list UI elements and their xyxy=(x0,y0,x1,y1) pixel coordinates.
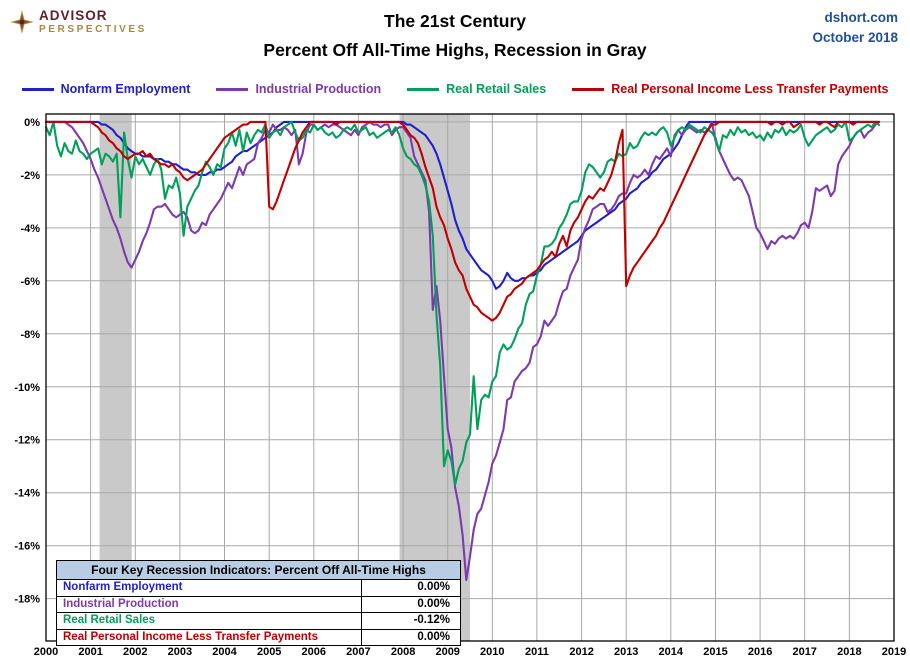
indicator-table-title: Four Key Recession Indicators: Percent O… xyxy=(56,559,461,581)
x-axis-tick-label: 2013 xyxy=(614,646,638,658)
source-attribution: dshort.com October 2018 xyxy=(812,8,898,49)
x-axis-tick-label: 2006 xyxy=(302,646,326,658)
table-value-real-retail-sales: -0.12% xyxy=(361,612,461,630)
logo-advisor-text: ADVISOR xyxy=(39,8,108,23)
x-axis-tick-label: 2005 xyxy=(257,646,281,658)
source-date: October 2018 xyxy=(812,30,898,46)
legend-swatch-real-personal-income xyxy=(572,87,605,91)
series-line-real-retail-sales xyxy=(44,120,881,486)
legend-swatch-nonfarm-employment xyxy=(21,87,54,91)
legend-item-real-retail-sales: Real Retail Sales xyxy=(407,82,546,96)
source-site: dshort.com xyxy=(824,10,898,25)
x-axis-tick-label: 2007 xyxy=(346,646,370,658)
table-label-industrial-production: Industrial Production xyxy=(56,595,362,614)
legend-swatch-real-retail-sales xyxy=(407,87,440,91)
x-axis-tick-label: 2001 xyxy=(78,646,102,658)
x-axis-tick-label: 2004 xyxy=(212,646,237,658)
indicator-table-header-row: Four Key Recession Indicators: Percent O… xyxy=(56,559,461,581)
chart-title: The 21st Century Percent Off All-Time Hi… xyxy=(0,11,910,61)
x-axis-tick-label: 2012 xyxy=(569,646,593,658)
title-line-2: Percent Off All-Time Highs, Recession in… xyxy=(263,40,647,60)
x-axis-tick-label: 2019 xyxy=(882,646,906,658)
title-line-1: The 21st Century xyxy=(384,11,526,31)
legend-label-real-personal-income: Real Personal Income Less Transfer Payme… xyxy=(611,82,889,96)
y-axis-tick-label: -16% xyxy=(14,541,40,553)
x-axis-tick-label: 2015 xyxy=(703,646,727,658)
x-axis-tick-label: 2009 xyxy=(435,646,459,658)
x-axis-tick-label: 2014 xyxy=(659,646,684,658)
y-axis-tick-label: -14% xyxy=(14,488,40,500)
x-axis-tick-label: 2011 xyxy=(525,646,549,658)
table-value-real-personal-income: 0.00% xyxy=(361,628,461,647)
x-axis-tick-label: 2003 xyxy=(168,646,192,658)
y-axis-tick-label: -8% xyxy=(20,329,40,341)
y-axis-tick-label: -2% xyxy=(20,170,40,182)
plot-border xyxy=(45,113,895,642)
legend-swatch-industrial-production xyxy=(216,87,249,91)
legend-item-real-personal-income: Real Personal Income Less Transfer Payme… xyxy=(572,82,888,96)
chart-legend: Nonfarm Employment Industrial Production… xyxy=(0,82,910,96)
table-value-nonfarm-employment: 0.00% xyxy=(361,579,461,597)
table-label-real-personal-income: Real Personal Income Less Transfer Payme… xyxy=(56,628,362,647)
table-label-nonfarm-employment: Nonfarm Employment xyxy=(56,579,362,597)
y-axis-tick-label: -6% xyxy=(20,276,40,288)
x-axis-tick-label: 2017 xyxy=(792,646,816,658)
table-row: Industrial Production 0.00% xyxy=(56,595,461,614)
table-row: Real Personal Income Less Transfer Payme… xyxy=(56,628,461,647)
y-axis-tick-label: -18% xyxy=(14,594,40,606)
series-line-industrial-production xyxy=(44,120,881,582)
logo-text: ADVISOR PERSPECTIVES xyxy=(39,8,147,35)
legend-label-nonfarm-employment: Nonfarm Employment xyxy=(60,82,191,96)
indicator-table: Four Key Recession Indicators: Percent O… xyxy=(56,559,461,647)
x-axis-tick-label: 2000 xyxy=(34,646,58,658)
advisor-perspectives-logo: ADVISOR PERSPECTIVES xyxy=(10,8,147,35)
series-line-real-personal-income-less-transfers xyxy=(44,120,881,322)
legend-item-industrial-production: Industrial Production xyxy=(216,82,381,96)
x-axis-tick-label: 2018 xyxy=(837,646,861,658)
y-axis-tick-label: 0% xyxy=(24,117,40,129)
legend-item-nonfarm-employment: Nonfarm Employment xyxy=(21,82,191,96)
x-axis-tick-label: 2002 xyxy=(123,646,147,658)
table-row: Nonfarm Employment 0.00% xyxy=(56,579,461,597)
table-label-real-retail-sales: Real Retail Sales xyxy=(56,612,362,630)
x-axis-tick-label: 2008 xyxy=(391,646,415,658)
legend-label-industrial-production: Industrial Production xyxy=(255,82,382,96)
logo-perspectives-text: PERSPECTIVES xyxy=(39,24,147,35)
x-axis-tick-label: 2016 xyxy=(748,646,772,658)
compass-logo-icon xyxy=(10,9,34,34)
y-axis-tick-label: -4% xyxy=(20,223,40,235)
table-value-industrial-production: 0.00% xyxy=(361,595,461,614)
recession-band xyxy=(99,114,132,641)
x-axis-tick-label: 2010 xyxy=(480,646,504,658)
y-axis-tick-label: -10% xyxy=(14,382,40,394)
y-axis-tick-label: -12% xyxy=(14,435,40,447)
legend-label-real-retail-sales: Real Retail Sales xyxy=(446,82,547,96)
table-row: Real Retail Sales -0.12% xyxy=(56,612,461,630)
